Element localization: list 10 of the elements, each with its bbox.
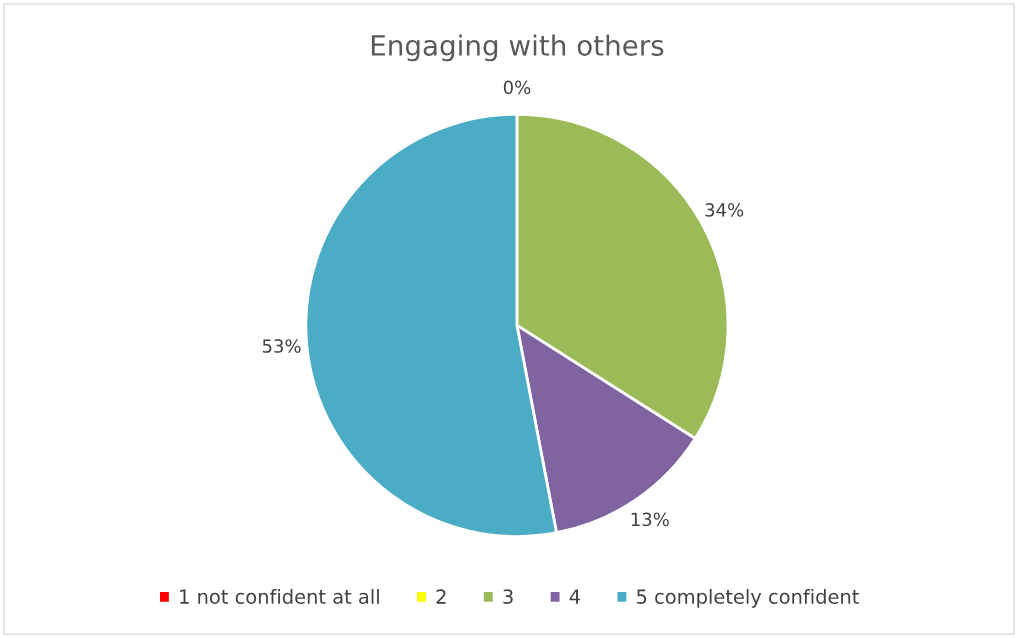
legend-label: 3 <box>503 589 513 604</box>
legend-label: 2 <box>436 589 446 604</box>
data-label: 34% <box>705 203 744 217</box>
legend-label: 4 <box>569 589 580 604</box>
legend-label: 1 not confident at all <box>180 588 379 604</box>
data-label: 53% <box>262 339 301 353</box>
data-label: 13% <box>631 512 669 527</box>
chart-title: Engaging with others <box>371 34 664 62</box>
legend-label: 5 completely confident <box>637 588 859 608</box>
text: 0% <box>503 80 531 95</box>
